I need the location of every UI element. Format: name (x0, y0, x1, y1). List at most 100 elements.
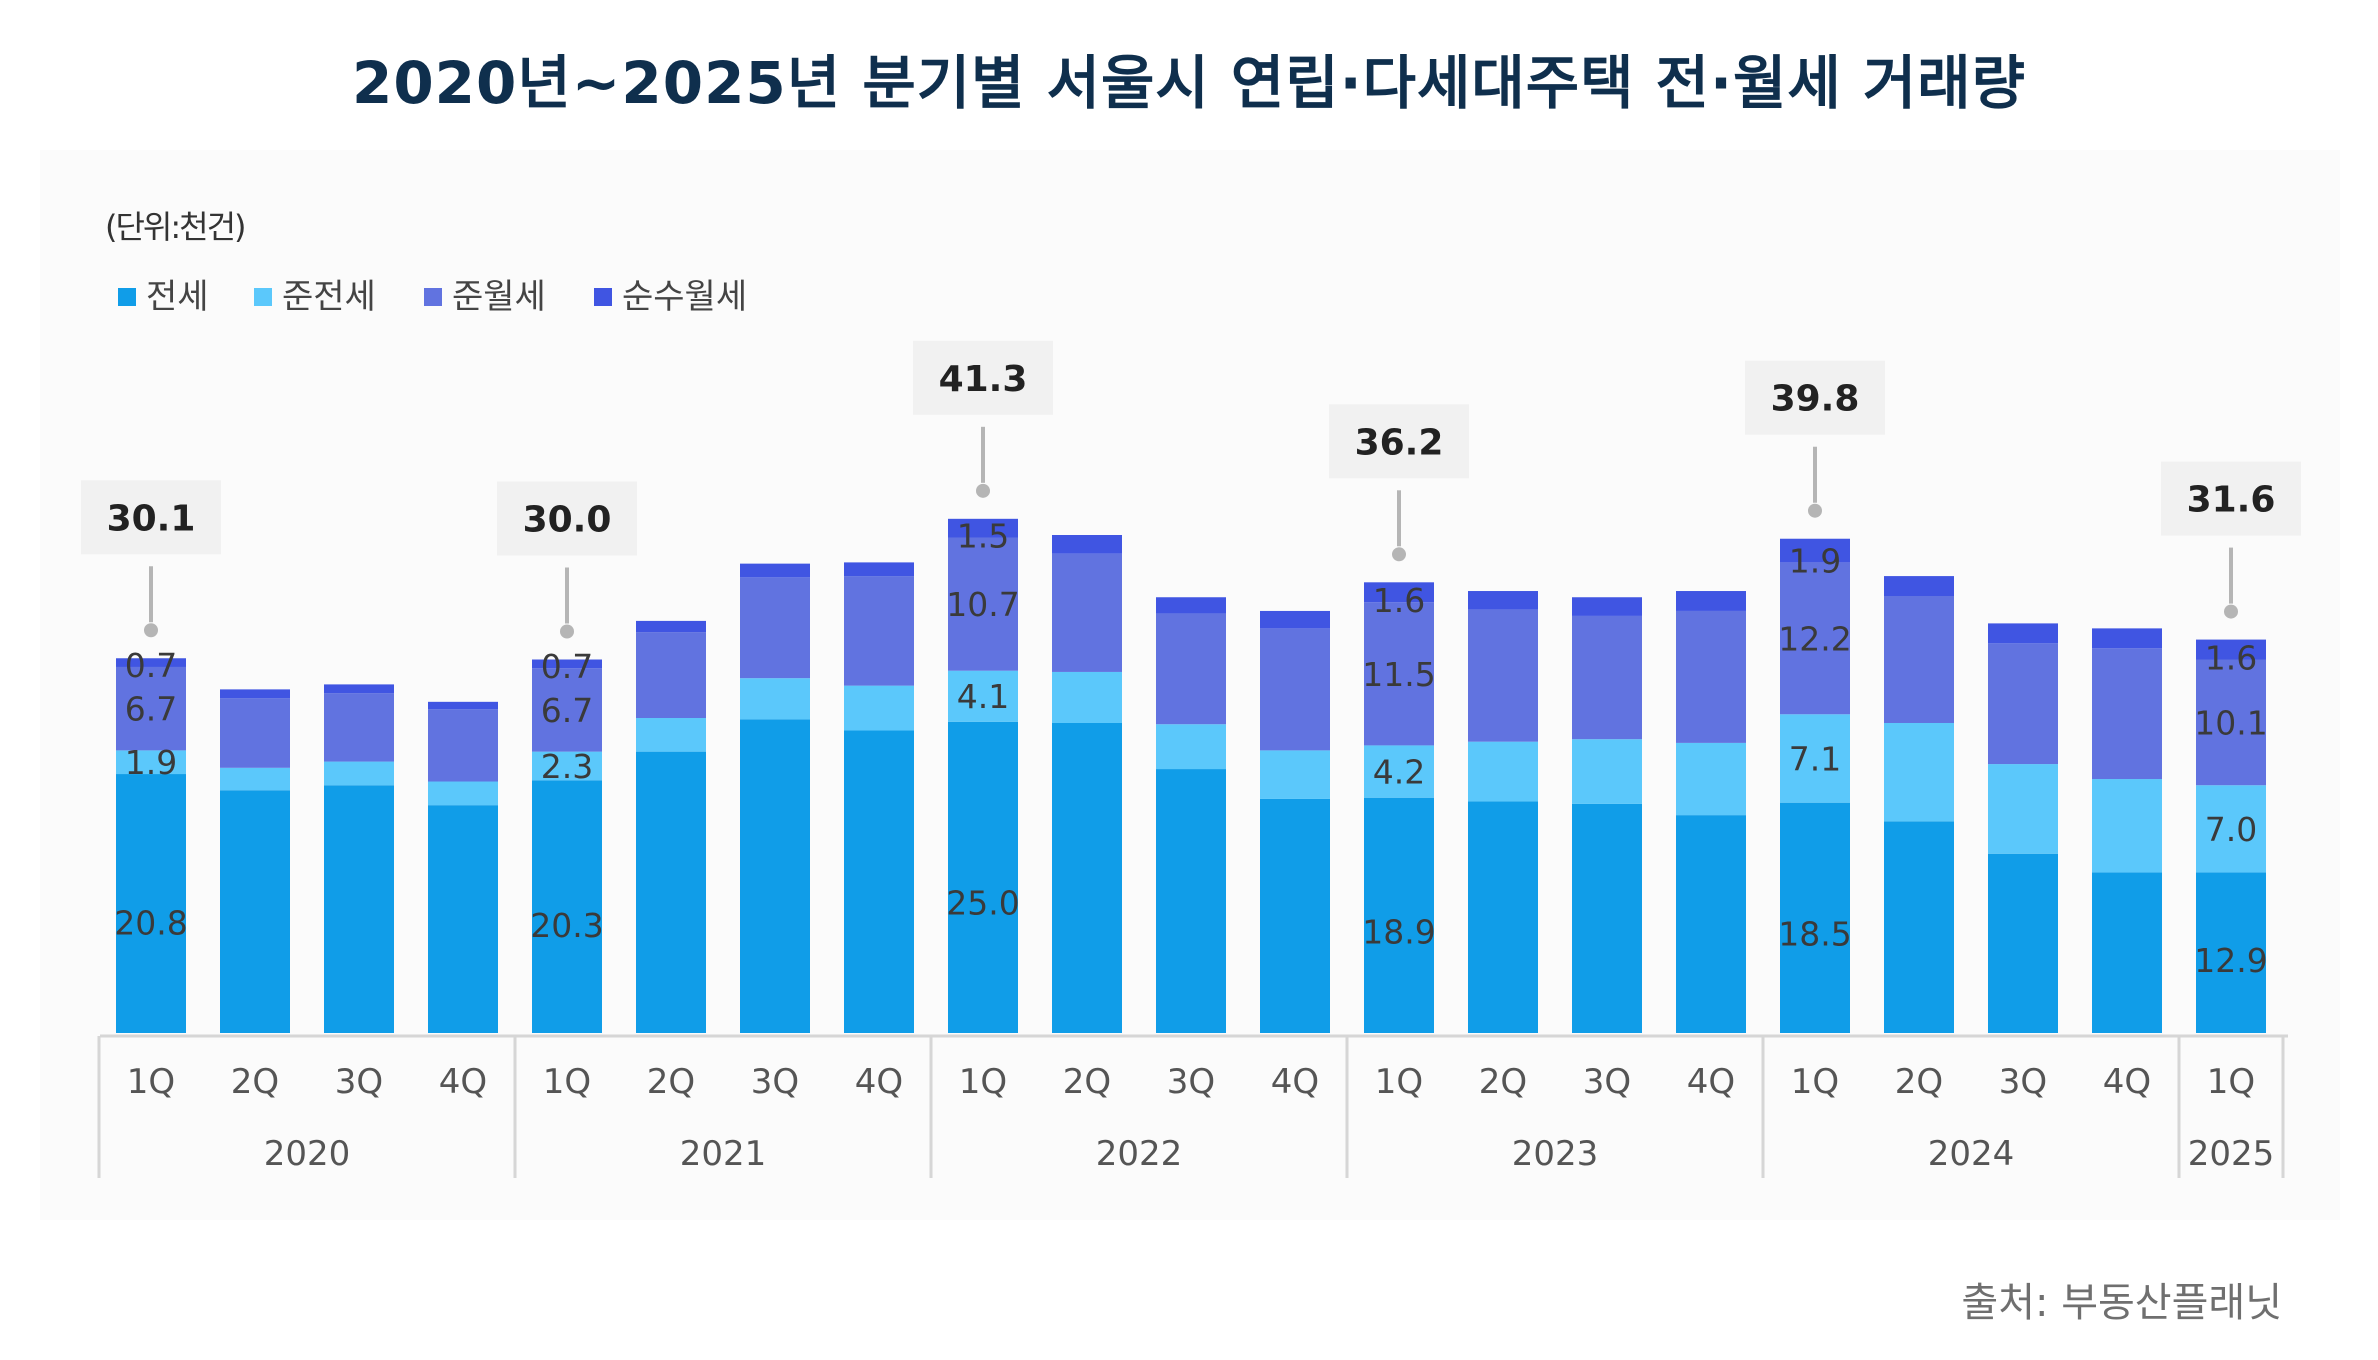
bar-segment-1-8 (948, 670, 1018, 722)
quarter-label-2: 3Q (335, 1062, 383, 1102)
bar-segment-3-11 (1260, 610, 1330, 629)
bar-segment-2-8 (948, 537, 1018, 671)
bar-segment-1-5 (636, 718, 706, 752)
bar-segment-1-17 (1884, 722, 1954, 822)
quarter-label-5: 2Q (647, 1062, 695, 1102)
bar-segment-0-12 (1364, 797, 1434, 1033)
quarter-label-11: 4Q (1271, 1062, 1319, 1102)
legend-label-2: 준월세 (452, 277, 546, 317)
segment-label-3-8: 1.5 (957, 516, 1009, 555)
bar-segment-0-10 (1156, 769, 1226, 1033)
quarter-label-12: 1Q (1375, 1062, 1423, 1102)
bar-segment-2-1 (220, 698, 290, 768)
total-label-4: 30.0 (523, 500, 612, 541)
total-label-0: 30.1 (107, 498, 196, 539)
total-label-16: 39.8 (1771, 379, 1860, 420)
bar-segment-3-0 (116, 658, 186, 667)
total-leader-dot-12 (1392, 547, 1406, 562)
total-label-20: 31.6 (2187, 480, 2276, 521)
bar-segment-1-0 (116, 750, 186, 775)
bar-segment-3-10 (1156, 597, 1226, 614)
bar-segment-0-5 (636, 751, 706, 1033)
bar-segment-1-2 (324, 761, 394, 786)
bar-segment-2-4 (532, 668, 602, 752)
bar-segment-3-1 (220, 689, 290, 699)
bar-segment-2-11 (1260, 628, 1330, 751)
quarter-label-14: 3Q (1583, 1062, 1631, 1102)
bar-segment-3-2 (324, 684, 394, 694)
year-label-3: 2023 (1512, 1134, 1599, 1174)
bar-segment-2-10 (1156, 613, 1226, 725)
bar-segment-0-11 (1260, 798, 1330, 1033)
quarter-label-18: 3Q (1999, 1062, 2047, 1102)
bar-segment-2-12 (1364, 602, 1434, 746)
bar-segment-2-16 (1780, 562, 1850, 715)
segment-label-2-0: 6.7 (125, 690, 177, 729)
quarter-label-6: 3Q (751, 1062, 799, 1102)
total-box-4 (497, 481, 637, 556)
bar-segment-0-17 (1884, 821, 1954, 1033)
bar-segment-1-6 (740, 678, 810, 720)
bar-segment-0-4 (532, 780, 602, 1033)
bar-segment-2-18 (1988, 643, 2058, 765)
bar-segment-3-7 (844, 562, 914, 577)
bar-segment-2-15 (1676, 610, 1746, 743)
segment-label-2-8: 10.7 (946, 585, 1019, 624)
legend-swatch-1 (254, 288, 272, 306)
bar-segment-3-13 (1468, 591, 1538, 610)
bar-segment-3-20 (2196, 639, 2266, 660)
bar-segment-0-1 (220, 790, 290, 1033)
bar-segment-3-5 (636, 620, 706, 633)
unit-label: (단위:천건) (105, 208, 245, 246)
bar-segment-0-15 (1676, 815, 1746, 1033)
bar-segment-3-19 (2092, 628, 2162, 649)
bar-segment-2-0 (116, 666, 186, 751)
bar-segment-1-4 (532, 751, 602, 781)
total-leader-dot-16 (1808, 503, 1822, 518)
quarter-label-15: 4Q (1687, 1062, 1735, 1102)
bar-segment-0-2 (324, 785, 394, 1033)
segment-label-0-8: 25.0 (946, 884, 1019, 923)
segment-label-3-12: 1.6 (1373, 581, 1425, 620)
bar-segment-3-16 (1780, 538, 1850, 563)
year-label-2: 2022 (1096, 1134, 1183, 1174)
total-box-16 (1745, 360, 1885, 435)
bar-segment-0-7 (844, 730, 914, 1033)
source-note: 출처: 부동산플래닛 (1961, 1280, 2282, 1326)
bar-segment-0-6 (740, 719, 810, 1033)
bar-segment-1-15 (1676, 742, 1746, 816)
segment-label-1-20: 7.0 (2205, 810, 2257, 849)
quarter-label-9: 2Q (1063, 1062, 1111, 1102)
quarter-label-4: 1Q (543, 1062, 591, 1102)
bar-segment-1-9 (1052, 671, 1122, 723)
bar-segment-2-6 (740, 577, 810, 679)
total-leader-dot-20 (2224, 604, 2238, 619)
quarter-label-7: 4Q (855, 1062, 903, 1102)
bar-segment-0-9 (1052, 722, 1122, 1033)
quarter-label-10: 3Q (1167, 1062, 1215, 1102)
bar-segment-0-13 (1468, 801, 1538, 1033)
bar-segment-1-19 (2092, 779, 2162, 873)
chart-title: 2020년~2025년 분기별 서울시 연립·다세대주택 전·월세 거래량 (351, 49, 2027, 117)
bar-segment-2-13 (1468, 609, 1538, 742)
year-label-1: 2021 (680, 1134, 767, 1174)
segment-label-3-0: 0.7 (125, 646, 177, 685)
total-box-8 (913, 340, 1053, 415)
bar-segment-2-19 (2092, 648, 2162, 780)
bar-segment-0-19 (2092, 872, 2162, 1033)
bar-segment-1-11 (1260, 750, 1330, 799)
bar-segment-2-3 (428, 709, 498, 782)
segment-label-3-20: 1.6 (2205, 639, 2257, 678)
total-leader-dot-0 (144, 623, 158, 638)
bar-segment-1-14 (1572, 739, 1642, 804)
bar-segment-1-1 (220, 767, 290, 791)
segment-label-1-0: 1.9 (125, 743, 177, 782)
bar-segment-2-9 (1052, 553, 1122, 672)
segment-label-1-8: 4.1 (957, 677, 1009, 716)
bar-segment-0-18 (1988, 853, 2058, 1033)
bar-segment-3-18 (1988, 623, 2058, 644)
total-box-12 (1329, 404, 1469, 479)
quarter-label-20: 1Q (2207, 1062, 2255, 1102)
bar-segment-0-20 (2196, 872, 2266, 1033)
